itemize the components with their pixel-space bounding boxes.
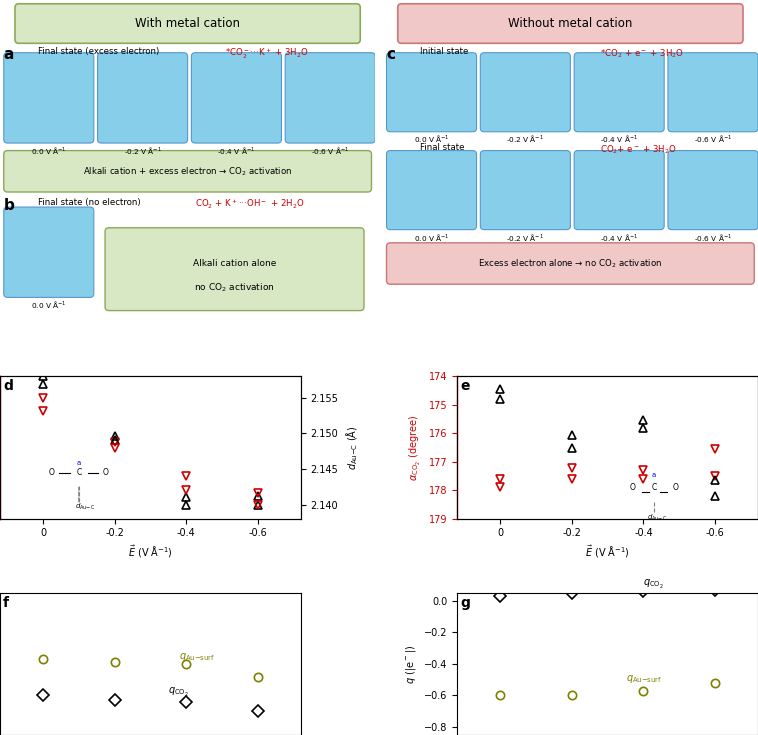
FancyBboxPatch shape [98, 53, 188, 143]
Text: O: O [102, 467, 108, 476]
Text: Final state (no electron): Final state (no electron) [38, 198, 140, 207]
Text: C: C [652, 484, 656, 492]
Text: *CO$_2^-$···K$^+$ + 3H$_2$O: *CO$_2^-$···K$^+$ + 3H$_2$O [225, 47, 309, 61]
Text: b: b [4, 198, 14, 212]
FancyBboxPatch shape [398, 4, 743, 43]
FancyBboxPatch shape [668, 151, 758, 229]
X-axis label: $\vec{E}$ (V Å$^{-1}$): $\vec{E}$ (V Å$^{-1}$) [585, 544, 630, 560]
FancyBboxPatch shape [4, 53, 94, 143]
Text: $d_{\rm Au\mathregular{-}C}$: $d_{\rm Au\mathregular{-}C}$ [647, 513, 667, 523]
Text: $q_{\rm CO_2}$: $q_{\rm CO_2}$ [644, 578, 664, 592]
Text: With metal cation: With metal cation [135, 17, 240, 30]
FancyBboxPatch shape [481, 53, 570, 132]
Text: -0.6 V Å$^{-1}$: -0.6 V Å$^{-1}$ [694, 232, 732, 243]
FancyBboxPatch shape [105, 228, 364, 311]
Y-axis label: $d_{\rm Au\mathregular{-}C}$ (Å): $d_{\rm Au\mathregular{-}C}$ (Å) [344, 426, 359, 470]
Text: a: a [77, 459, 81, 466]
FancyBboxPatch shape [285, 53, 375, 143]
Text: Without metal cation: Without metal cation [508, 17, 633, 30]
Text: $q_{\rm Au\mathregular{-}surf}$: $q_{\rm Au\mathregular{-}surf}$ [179, 651, 215, 663]
FancyBboxPatch shape [574, 53, 664, 132]
FancyBboxPatch shape [4, 207, 94, 298]
FancyBboxPatch shape [191, 53, 281, 143]
Text: CO$_2$ + K$^+$···OH$^-$ + 2H$_2$O: CO$_2$ + K$^+$···OH$^-$ + 2H$_2$O [195, 198, 305, 211]
Text: -0.6 V Å$^{-1}$: -0.6 V Å$^{-1}$ [311, 145, 349, 156]
Text: O: O [49, 467, 55, 476]
Text: -0.4 V Å$^{-1}$: -0.4 V Å$^{-1}$ [218, 145, 255, 156]
Text: 0.0 V Å$^{-1}$: 0.0 V Å$^{-1}$ [31, 145, 67, 156]
FancyBboxPatch shape [387, 243, 754, 284]
Text: c: c [387, 47, 396, 62]
Text: -0.2 V Å$^{-1}$: -0.2 V Å$^{-1}$ [124, 145, 161, 156]
Text: Final state (excess electron): Final state (excess electron) [38, 47, 158, 56]
Text: $q_{\rm Au\mathregular{-}surf}$: $q_{\rm Au\mathregular{-}surf}$ [625, 673, 662, 685]
Text: O: O [630, 484, 636, 492]
Text: g: g [460, 595, 470, 609]
FancyBboxPatch shape [15, 4, 360, 43]
Text: no CO$_2$ activation: no CO$_2$ activation [194, 282, 275, 294]
Text: e: e [460, 379, 470, 393]
Text: Alkali cation + excess electron → CO$_2$ activation: Alkali cation + excess electron → CO$_2$… [83, 165, 293, 178]
FancyBboxPatch shape [481, 151, 570, 229]
Text: C: C [76, 467, 81, 476]
FancyBboxPatch shape [387, 151, 477, 229]
Text: -0.4 V Å$^{-1}$: -0.4 V Å$^{-1}$ [600, 132, 638, 143]
Text: -0.6 V Å$^{-1}$: -0.6 V Å$^{-1}$ [694, 132, 732, 143]
Text: 0.0 V Å$^{-1}$: 0.0 V Å$^{-1}$ [414, 132, 449, 143]
Text: $q_{\rm CO_2}$: $q_{\rm CO_2}$ [168, 686, 190, 699]
FancyBboxPatch shape [387, 53, 477, 132]
Text: Excess electron alone → no CO$_2$ activation: Excess electron alone → no CO$_2$ activa… [478, 257, 662, 270]
Text: O: O [672, 484, 678, 492]
Text: f: f [3, 595, 9, 609]
X-axis label: $\vec{E}$ (V Å$^{-1}$): $\vec{E}$ (V Å$^{-1}$) [128, 544, 173, 560]
Text: -0.4 V Å$^{-1}$: -0.4 V Å$^{-1}$ [600, 232, 638, 243]
Text: -0.2 V Å$^{-1}$: -0.2 V Å$^{-1}$ [506, 132, 544, 143]
Text: *CO$_2$ + e$^-$ + 3H$_2$O: *CO$_2$ + e$^-$ + 3H$_2$O [600, 47, 684, 60]
Y-axis label: $\alpha_{\rm CO_2}$ (degree): $\alpha_{\rm CO_2}$ (degree) [409, 415, 423, 481]
Text: $d_{\rm Au\mathregular{-}C}$: $d_{\rm Au\mathregular{-}C}$ [75, 502, 96, 512]
Text: CO$_2$+ e$^-$ + 3H$_2$O: CO$_2$+ e$^-$ + 3H$_2$O [600, 143, 677, 156]
Text: -0.2 V Å$^{-1}$: -0.2 V Å$^{-1}$ [506, 232, 544, 243]
FancyBboxPatch shape [574, 151, 664, 229]
Text: Initial state: Initial state [420, 47, 468, 56]
Text: d: d [3, 379, 13, 393]
Y-axis label: $q$ (|e$^-$|): $q$ (|e$^-$|) [405, 644, 418, 684]
FancyBboxPatch shape [4, 151, 371, 192]
Text: Alkali cation alone: Alkali cation alone [193, 259, 276, 268]
Text: 0.0 V Å$^{-1}$: 0.0 V Å$^{-1}$ [414, 232, 449, 243]
Text: a: a [4, 47, 14, 62]
FancyBboxPatch shape [668, 53, 758, 132]
Text: a: a [652, 473, 656, 478]
Text: 0.0 V Å$^{-1}$: 0.0 V Å$^{-1}$ [31, 299, 67, 310]
Text: Final state: Final state [420, 143, 465, 152]
